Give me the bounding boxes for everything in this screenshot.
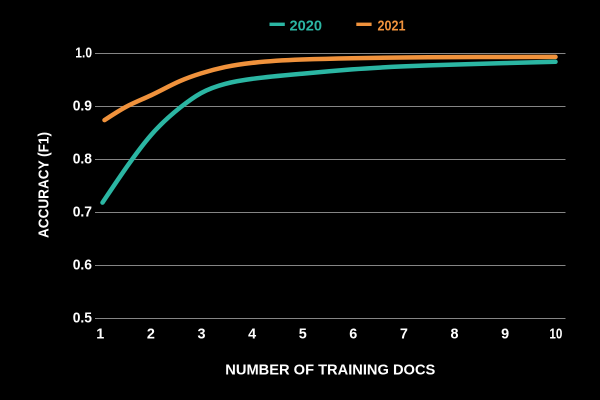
svg-text:2: 2 xyxy=(147,326,155,343)
svg-text:2020: 2020 xyxy=(290,19,323,35)
svg-text:0.8: 0.8 xyxy=(73,150,92,167)
svg-text:10: 10 xyxy=(549,326,562,343)
svg-text:8: 8 xyxy=(451,326,459,343)
svg-text:ACCURACY (F1): ACCURACY (F1) xyxy=(37,132,53,238)
svg-text:6: 6 xyxy=(349,326,357,343)
svg-text:0.9: 0.9 xyxy=(73,97,92,114)
svg-text:0.7: 0.7 xyxy=(73,203,92,220)
svg-text:4: 4 xyxy=(248,326,257,343)
svg-text:5: 5 xyxy=(299,326,307,343)
svg-text:0.6: 0.6 xyxy=(73,256,92,273)
svg-text:NUMBER OF TRAINING DOCS: NUMBER OF TRAINING DOCS xyxy=(225,363,435,379)
svg-text:2021: 2021 xyxy=(378,19,406,35)
svg-text:9: 9 xyxy=(501,326,509,343)
svg-text:3: 3 xyxy=(198,326,206,343)
svg-text:1.0: 1.0 xyxy=(75,44,92,61)
svg-text:1: 1 xyxy=(96,326,104,343)
svg-text:7: 7 xyxy=(400,326,408,343)
svg-text:0.5: 0.5 xyxy=(73,309,92,326)
